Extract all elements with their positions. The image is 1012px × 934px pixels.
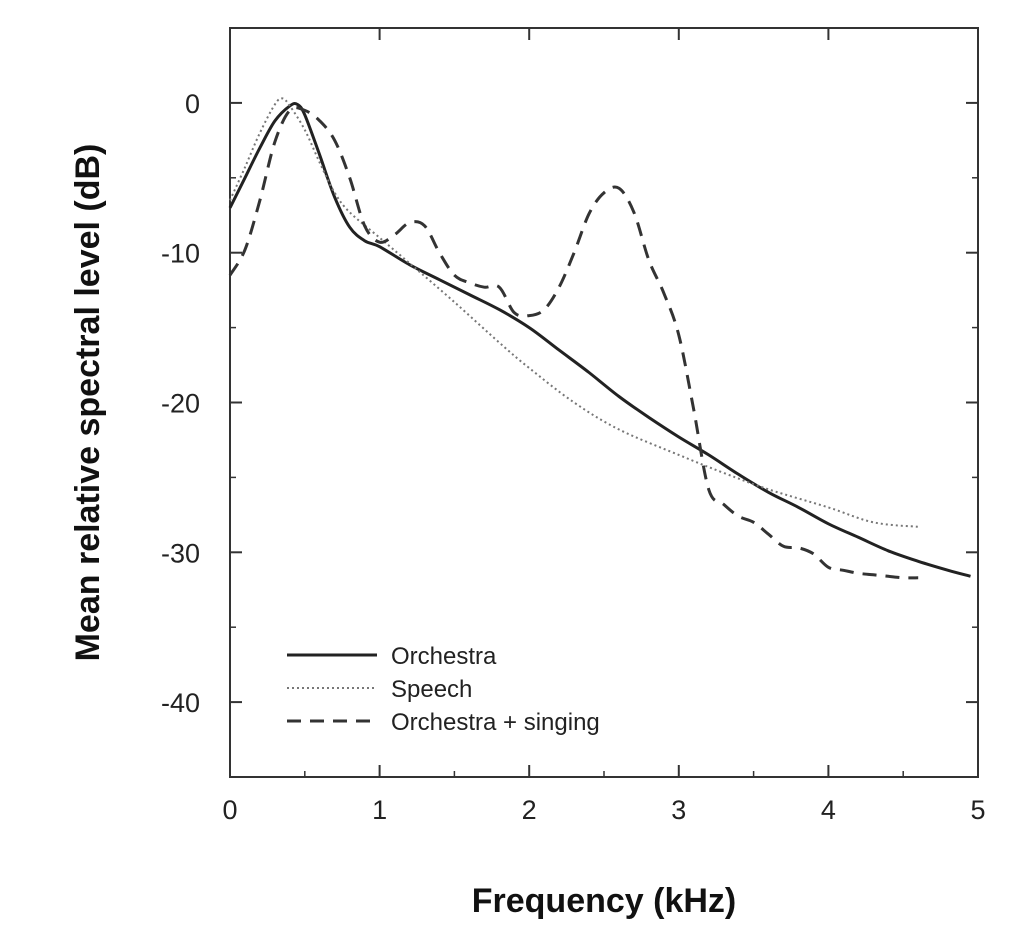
y-axis: 0 -10 -20 -30 -40 [161, 27, 978, 778]
legend-label-orchestra: Orchestra [391, 643, 497, 670]
x-tick-label: 1 [372, 795, 387, 825]
y-tick-label: -20 [161, 389, 200, 419]
plot-frame [229, 27, 979, 778]
x-tick-label: 4 [821, 795, 836, 825]
y-axis-title: Mean relative spectral level (dB) [69, 144, 107, 662]
x-axis-title: Frequency (kHz) [472, 882, 737, 920]
plot-border [229, 27, 979, 778]
series-line-speech [229, 97, 919, 528]
y-tick-label: -40 [161, 688, 200, 718]
y-tick-label: 0 [185, 89, 200, 119]
series-line-orchestra-singing [228, 106, 919, 580]
x-axis: 0 1 2 3 4 5 [222, 28, 986, 825]
legend-label-speech: Speech [391, 676, 472, 703]
legend-label-orchestra-singing: Orchestra + singing [391, 709, 600, 736]
legend: Orchestra Speech Orchestra + singing [287, 643, 600, 736]
x-tick-label: 3 [671, 795, 686, 825]
series-line-orchestra [228, 101, 971, 578]
y-tick-label: -30 [161, 538, 200, 568]
x-tick-label: 5 [970, 795, 985, 825]
series-layer [228, 97, 971, 580]
x-tick-label: 2 [522, 795, 537, 825]
x-tick-label: 0 [222, 795, 237, 825]
y-tick-label: -10 [161, 239, 200, 269]
